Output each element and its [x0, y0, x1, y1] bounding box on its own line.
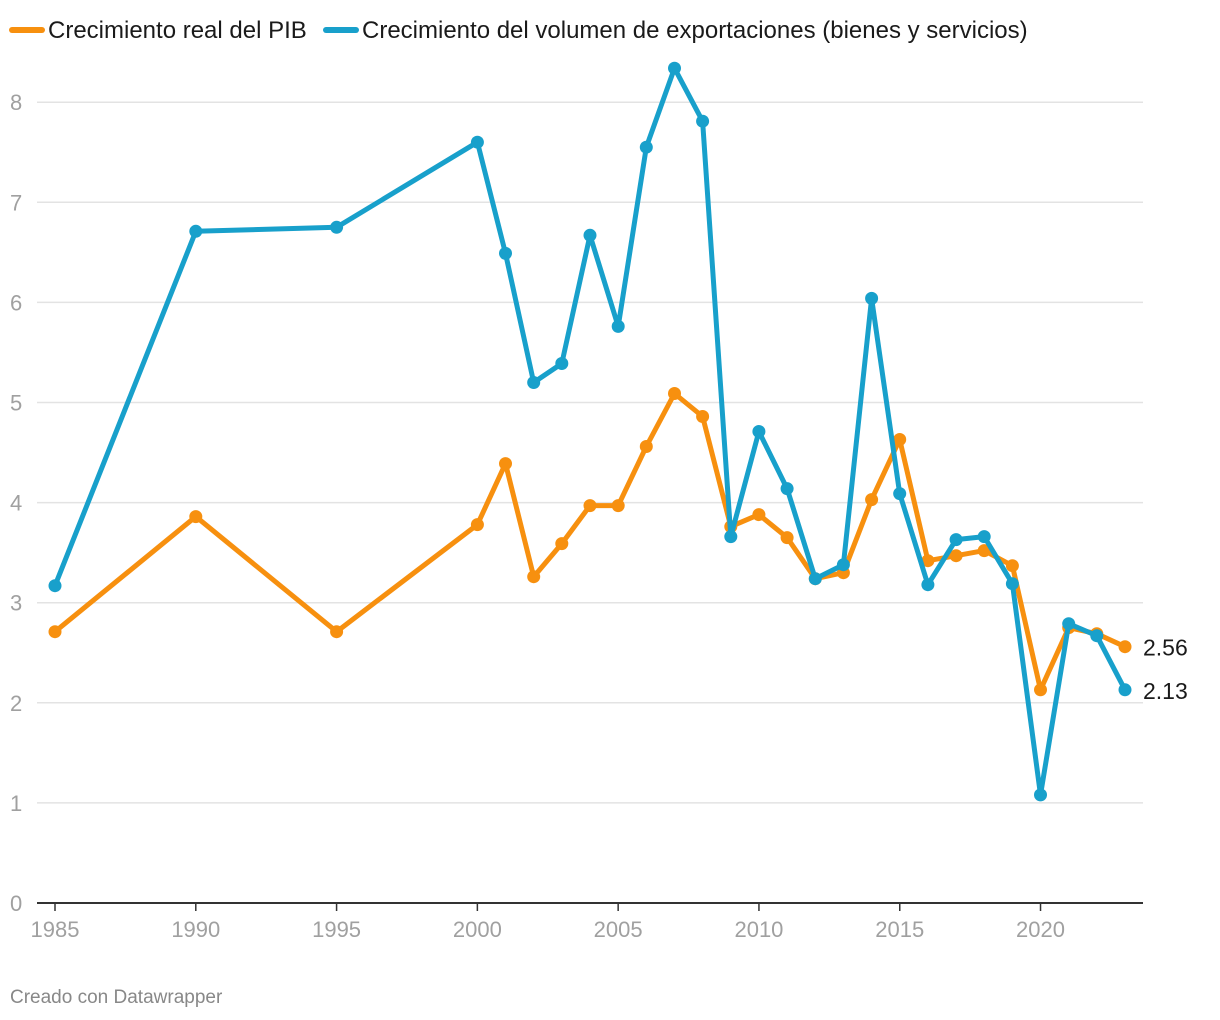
x-tick-label: 2005: [594, 917, 643, 942]
data-point: [893, 433, 907, 446]
data-point: [696, 410, 710, 423]
data-point: [583, 228, 597, 242]
data-point: [1005, 577, 1019, 591]
y-tick-label: 4: [10, 491, 22, 516]
credit-text: Creado con Datawrapper: [10, 987, 223, 1008]
data-point: [1034, 788, 1047, 802]
data-point: [949, 533, 963, 547]
x-tick-label: 1995: [312, 917, 361, 942]
x-tick-label: 1990: [171, 917, 220, 942]
x-tick-label: 2020: [1016, 917, 1065, 942]
data-point: [780, 482, 794, 496]
y-tick-label: 8: [10, 90, 22, 115]
data-point: [330, 220, 344, 234]
grid: [37, 101, 1143, 904]
end-label-gdp: 2.56: [1143, 635, 1188, 661]
series-0: [48, 387, 1132, 697]
data-point: [1118, 683, 1132, 697]
data-point: [808, 572, 822, 586]
data-point: [48, 579, 62, 593]
data-point: [48, 625, 62, 639]
data-point: [865, 291, 879, 305]
data-point: [611, 499, 625, 513]
series-layer: [48, 61, 1132, 802]
data-point: [527, 570, 541, 584]
legend-label-exports: Crecimiento del volumen de exportaciones…: [362, 17, 1028, 44]
data-point: [555, 537, 569, 551]
data-point: [639, 440, 653, 453]
data-point: [499, 457, 512, 471]
legend: Crecimiento real del PIB Crecimiento del…: [9, 17, 1028, 44]
data-point: [470, 135, 484, 149]
data-point: [780, 531, 794, 545]
data-point: [1005, 559, 1019, 573]
data-point: [527, 376, 541, 389]
legend-label-gdp: Crecimiento real del PIB: [48, 17, 307, 44]
data-point: [189, 224, 203, 238]
x-axis: 1985 1990 1995 2000 2005 2010 2015 2020: [31, 903, 1065, 942]
data-point: [555, 357, 569, 370]
x-tick-label: 2000: [453, 917, 502, 942]
data-point: [977, 544, 991, 558]
data-point: [583, 499, 597, 513]
end-labels: 2.56 2.13: [1143, 635, 1188, 704]
end-label-exports: 2.13: [1143, 678, 1188, 704]
data-point: [611, 319, 625, 333]
y-tick-label: 7: [10, 190, 22, 215]
data-point: [724, 530, 738, 544]
data-point: [949, 549, 963, 563]
x-tick-label: 2015: [875, 917, 924, 942]
y-tick-label: 5: [10, 391, 22, 416]
y-tick-label: 1: [10, 791, 22, 816]
y-tick-label: 6: [10, 290, 22, 315]
data-point: [865, 493, 879, 507]
data-point: [696, 114, 710, 128]
data-point: [752, 425, 766, 438]
series-line: [52, 65, 1128, 798]
data-point: [1034, 683, 1047, 697]
data-point: [330, 625, 344, 639]
y-tick-label: 2: [10, 691, 22, 716]
data-point: [836, 558, 850, 572]
y-tick-label: 0: [10, 891, 22, 916]
data-point: [921, 578, 935, 592]
data-point: [499, 246, 512, 260]
series-1: [48, 61, 1132, 802]
data-point: [470, 518, 484, 532]
data-point: [921, 554, 935, 568]
y-tick-label: 3: [10, 591, 22, 616]
data-point: [1090, 629, 1104, 643]
data-point: [668, 387, 681, 400]
y-axis: 0 1 2 3 4 5 6 7 8: [10, 90, 22, 916]
data-point: [977, 530, 991, 544]
data-point: [1118, 640, 1132, 654]
data-point: [639, 140, 653, 154]
x-tick-label: 1985: [31, 917, 80, 942]
data-point: [668, 61, 681, 75]
data-point: [189, 510, 203, 524]
data-point: [893, 487, 907, 501]
x-tick-label: 2010: [734, 917, 783, 942]
series-line: [52, 391, 1128, 693]
data-point: [752, 508, 766, 522]
data-point: [1062, 617, 1076, 631]
